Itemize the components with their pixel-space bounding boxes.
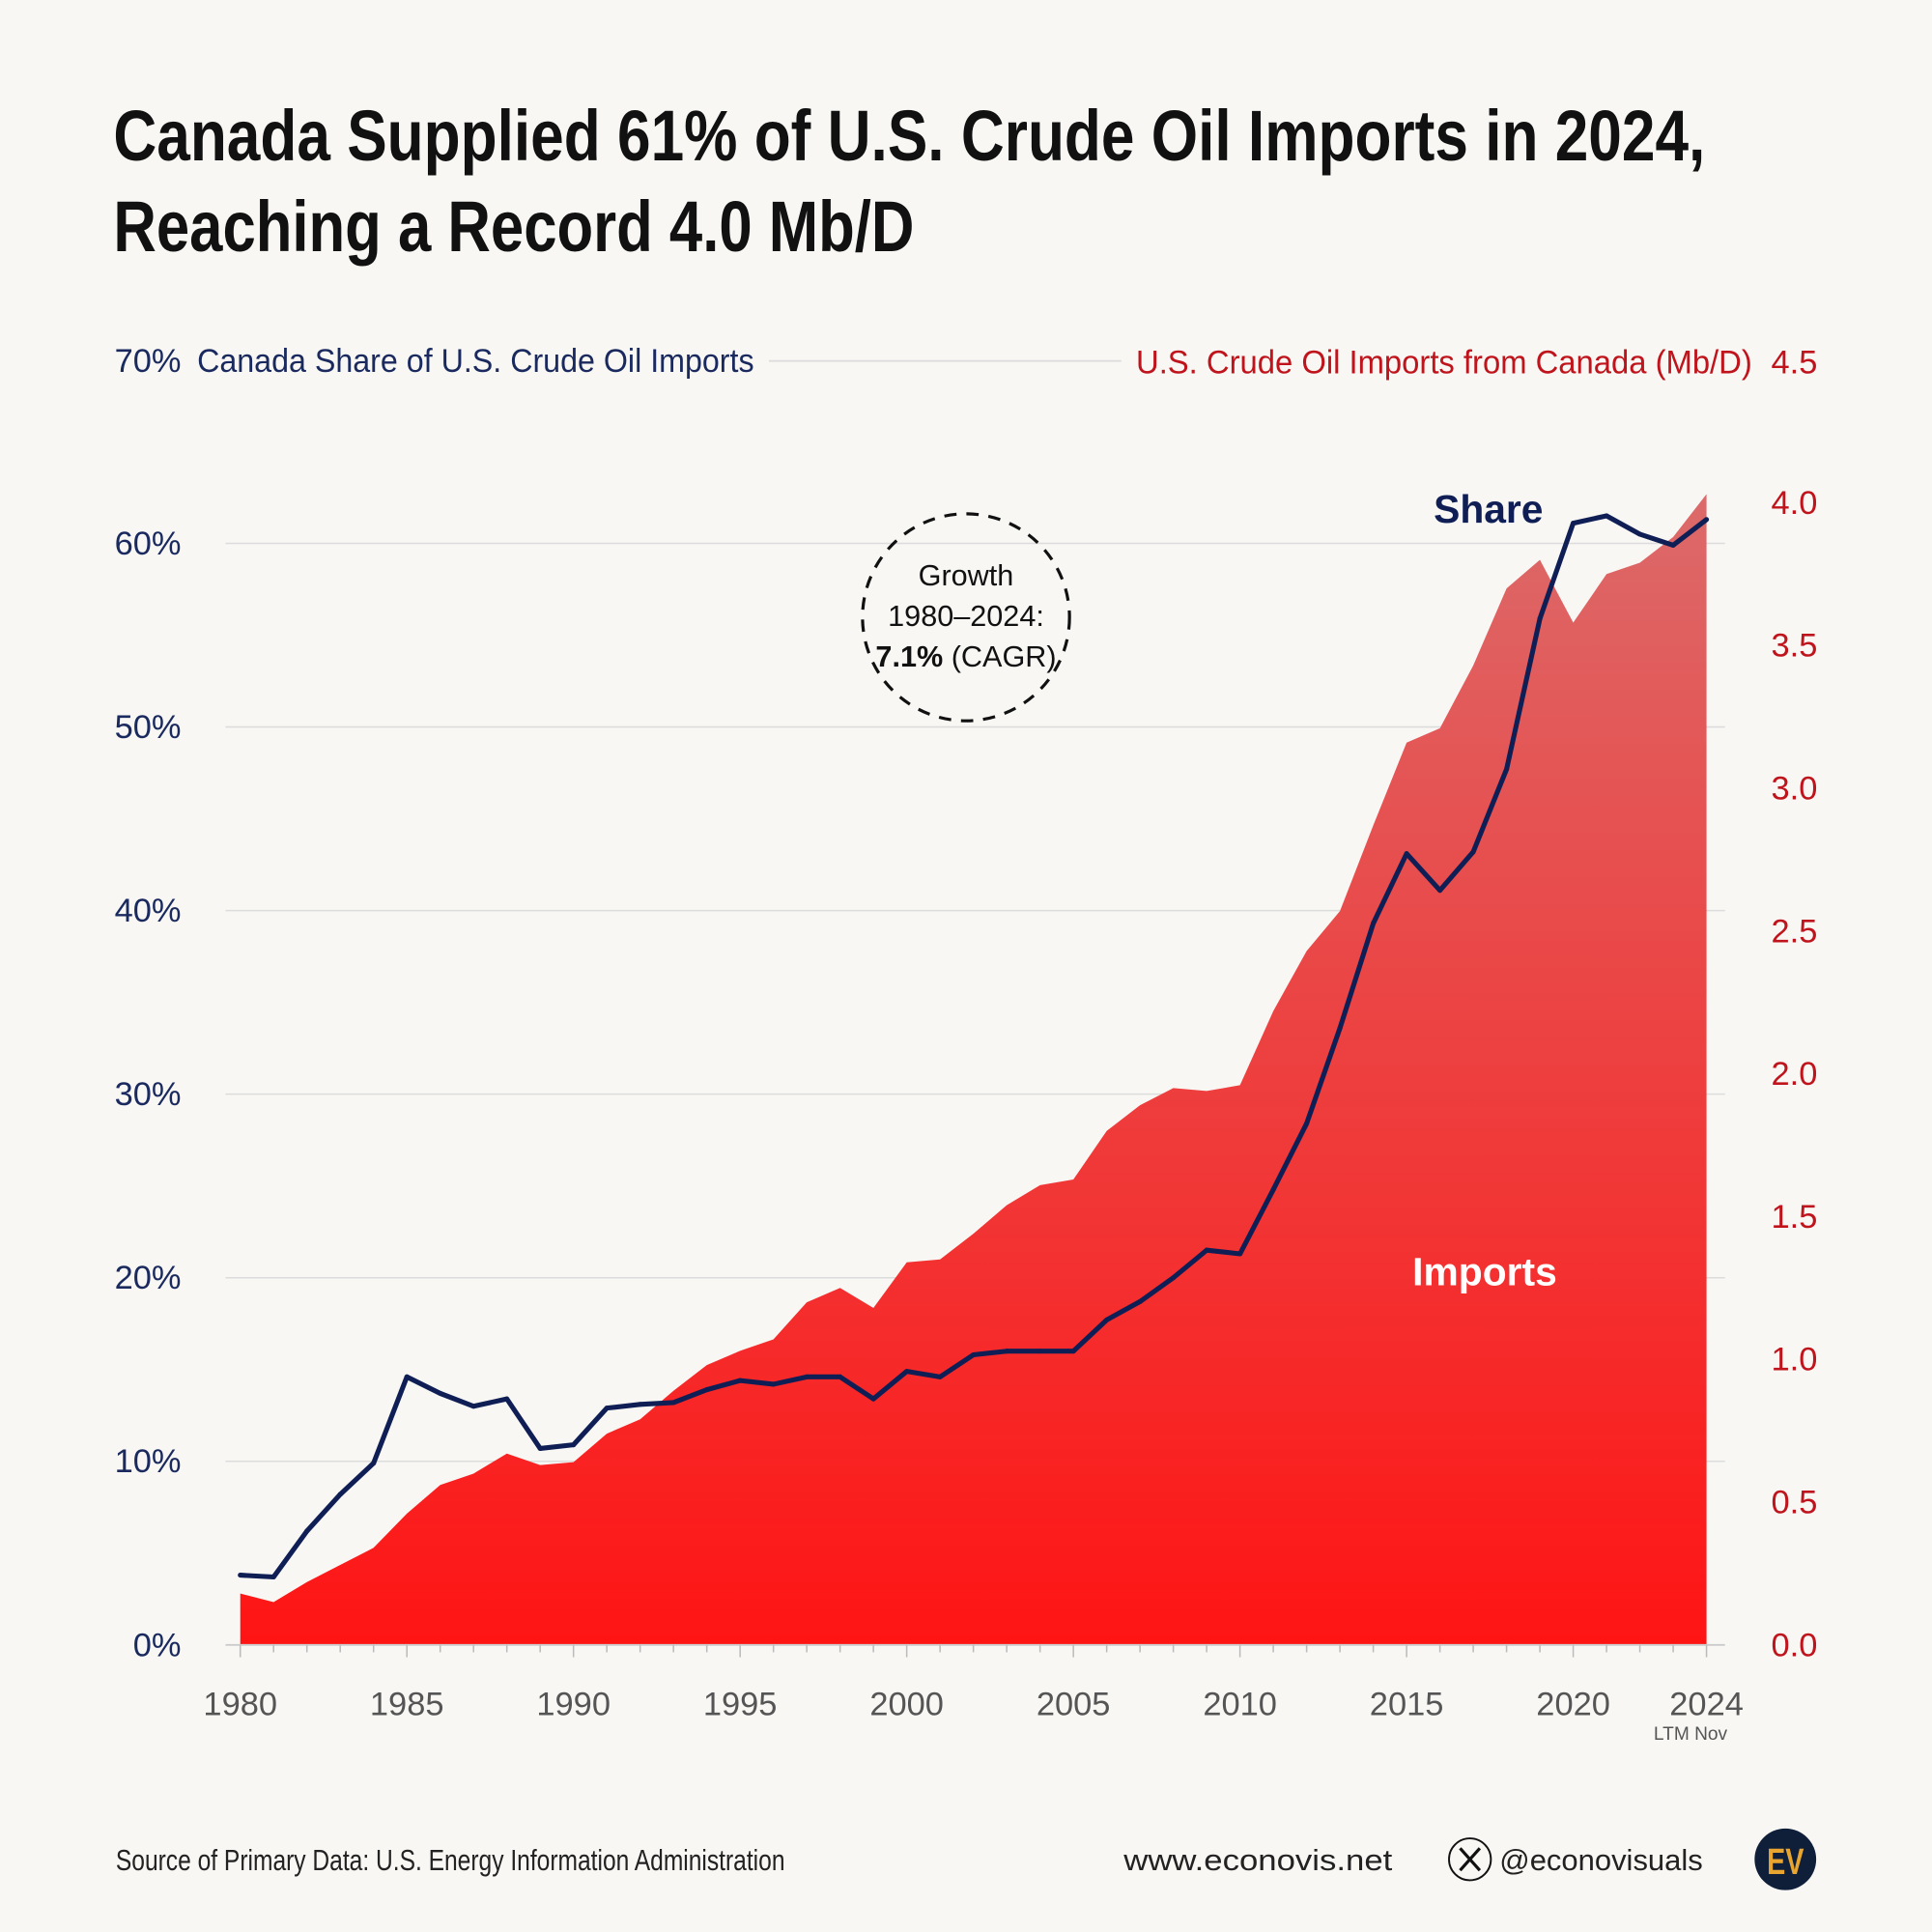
share-point <box>1404 851 1409 857</box>
share-point <box>404 1374 410 1379</box>
share-point <box>438 1390 443 1396</box>
right-tick-label: 1.0 <box>1772 1342 1818 1378</box>
right-tick-label: 4.0 <box>1772 485 1818 522</box>
share-point <box>270 1574 276 1580</box>
x-tick-label: 2020 <box>1536 1687 1610 1723</box>
share-point <box>937 1374 943 1379</box>
social-handle[interactable]: @econovisuals <box>1499 1844 1702 1877</box>
right-tick-label: 3.5 <box>1772 628 1818 665</box>
share-point <box>1470 849 1476 855</box>
share-point <box>1371 921 1377 926</box>
share-point <box>1304 1121 1310 1126</box>
share-point <box>1670 542 1676 548</box>
website-link[interactable]: www.econovis.net <box>1122 1844 1393 1877</box>
share-point <box>304 1528 310 1534</box>
right-tick-label: 2.0 <box>1772 1056 1818 1093</box>
svg-text:7.1% (CAGR): 7.1% (CAGR) <box>875 640 1056 673</box>
annotation-cagr-value: 7.1% <box>875 640 943 673</box>
right-tick-label: 0.5 <box>1772 1484 1818 1520</box>
source-note: Source of Primary Data: U.S. Energy Info… <box>116 1844 785 1877</box>
left-tick-label: 30% <box>115 1076 182 1113</box>
x-tick-label: 1995 <box>703 1687 778 1723</box>
left-axis-title: Canada Share of U.S. Crude Oil Imports <box>197 343 754 380</box>
share-point <box>1004 1349 1009 1354</box>
x-tick-label: 2015 <box>1370 1687 1444 1723</box>
right-tick-label: 1.5 <box>1772 1199 1818 1236</box>
x-tick-label: 1990 <box>536 1687 611 1723</box>
x-tick-label: 2010 <box>1203 1687 1277 1723</box>
cagr-annotation: Growth 1980–2024: 7.1% (CAGR) <box>861 512 1071 723</box>
share-point <box>704 1387 710 1393</box>
chart-title-line1: Canada Supplied 61% of U.S. Crude Oil Im… <box>113 96 1705 176</box>
share-point <box>238 1573 243 1578</box>
x-tick-label: 1985 <box>370 1687 444 1723</box>
share-point <box>971 1351 977 1358</box>
share-point <box>771 1381 777 1387</box>
share-point <box>838 1374 843 1379</box>
x-axis-sublabel: LTM Nov <box>1654 1724 1728 1745</box>
left-tick-label: 0% <box>133 1627 182 1663</box>
share-point <box>1171 1275 1177 1281</box>
left-axis-top-tick: 70% <box>115 343 182 380</box>
share-point <box>371 1461 377 1466</box>
left-tick-label: 10% <box>115 1443 182 1480</box>
chart-title-line2: Reaching a Record 4.0 Mb/D <box>113 186 914 267</box>
share-point <box>1571 521 1577 526</box>
share-point <box>804 1374 810 1379</box>
share-point <box>1070 1349 1076 1354</box>
share-point <box>604 1406 610 1411</box>
econovis-logo: EV <box>1754 1828 1817 1890</box>
share-point <box>571 1442 577 1448</box>
imports-area <box>240 494 1707 1645</box>
share-point <box>1037 1349 1043 1354</box>
share-series-label: Share <box>1434 487 1543 531</box>
share-point <box>1437 888 1443 894</box>
share-point <box>504 1396 510 1402</box>
left-tick-label: 40% <box>115 893 182 929</box>
share-point <box>1704 517 1710 523</box>
share-point <box>737 1378 743 1383</box>
share-point <box>1604 513 1609 519</box>
share-point <box>1504 766 1510 772</box>
annotation-cagr-label: (CAGR) <box>952 640 1057 673</box>
share-point <box>470 1404 476 1409</box>
share-point <box>1270 1186 1276 1193</box>
share-point <box>1204 1247 1209 1253</box>
share-point <box>904 1369 910 1375</box>
annotation-line1: Growth <box>919 559 1014 592</box>
left-tick-label: 20% <box>115 1260 182 1296</box>
share-point <box>670 1400 676 1406</box>
x-tick-label: 2005 <box>1037 1687 1111 1723</box>
share-point <box>1537 615 1543 621</box>
annotation-line2: 1980–2024: <box>888 600 1044 633</box>
right-tick-label: 3.0 <box>1772 770 1818 807</box>
x-tick-label: 2024 <box>1669 1687 1744 1723</box>
share-point <box>870 1396 876 1402</box>
x-logo-icon <box>1448 1837 1492 1882</box>
share-point <box>1137 1298 1143 1304</box>
left-tick-label: 60% <box>115 526 182 562</box>
share-point <box>1337 1025 1343 1031</box>
share-point <box>1104 1317 1110 1322</box>
share-point <box>638 1402 643 1407</box>
share-point <box>337 1492 343 1497</box>
imports-series-label: Imports <box>1412 1249 1557 1293</box>
svg-text:EV: EV <box>1767 1841 1804 1883</box>
share-point <box>1237 1251 1243 1257</box>
x-tick-label: 1980 <box>203 1687 277 1723</box>
right-tick-label: 0.0 <box>1772 1627 1818 1663</box>
right-tick-label: 2.5 <box>1772 913 1818 950</box>
right-axis-top-tick: 4.5 <box>1772 344 1818 381</box>
share-point <box>1637 531 1643 537</box>
x-tick-label: 2000 <box>869 1687 944 1723</box>
share-point <box>537 1445 543 1452</box>
left-tick-label: 50% <box>115 709 182 746</box>
right-axis-title: U.S. Crude Oil Imports from Canada (Mb/D… <box>1136 344 1752 381</box>
